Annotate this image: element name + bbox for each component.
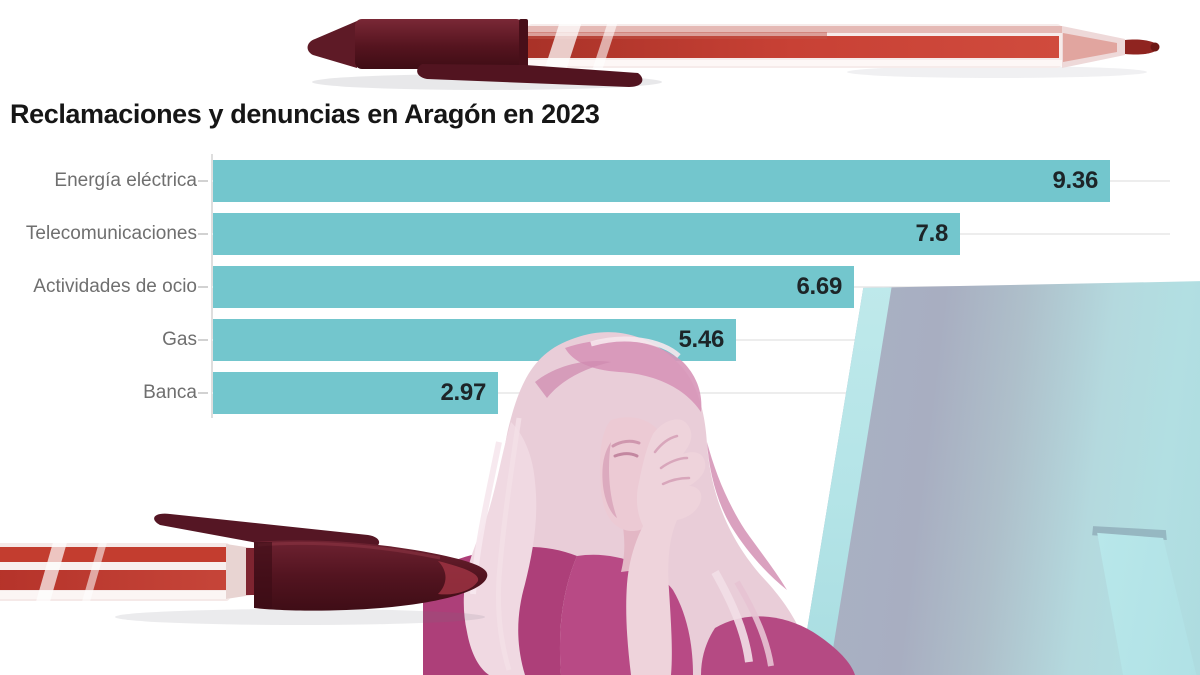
chart-row: Actividades de ocio 6.69 (0, 266, 1200, 308)
bar-telecomunicaciones: 7.8 (213, 213, 960, 255)
axis-tick (198, 233, 208, 235)
red-pen-bottom-image (0, 513, 488, 625)
chart-row: Telecomunicaciones 7.8 (0, 213, 1200, 255)
category-label: Banca (143, 382, 197, 403)
stressed-woman-image (423, 332, 855, 675)
category-label: Gas (162, 329, 197, 350)
value-label: 6.69 (796, 273, 842, 300)
axis-tick (198, 339, 208, 341)
red-pen-top-image (307, 19, 1160, 90)
bar-energia-electrica: 9.36 (213, 160, 1110, 202)
value-label: 9.36 (1052, 167, 1098, 194)
chart-row: Energía eléctrica 9.36 (0, 160, 1200, 202)
chart-title: Reclamaciones y denuncias en Aragón en 2… (10, 99, 600, 129)
value-label: 7.8 (915, 220, 949, 247)
axis-tick (198, 392, 208, 394)
axis-tick (198, 180, 208, 182)
value-label: 2.97 (440, 379, 486, 406)
category-label: Actividades de ocio (33, 276, 197, 297)
computer-monitor-image (745, 278, 1200, 675)
category-label: Energía eléctrica (54, 170, 197, 191)
value-label: 5.46 (678, 326, 724, 353)
bar-actividades-de-ocio: 6.69 (213, 266, 854, 308)
axis-tick (198, 286, 208, 288)
category-label: Telecomunicaciones (25, 223, 197, 244)
bar-banca: 2.97 (213, 372, 498, 414)
